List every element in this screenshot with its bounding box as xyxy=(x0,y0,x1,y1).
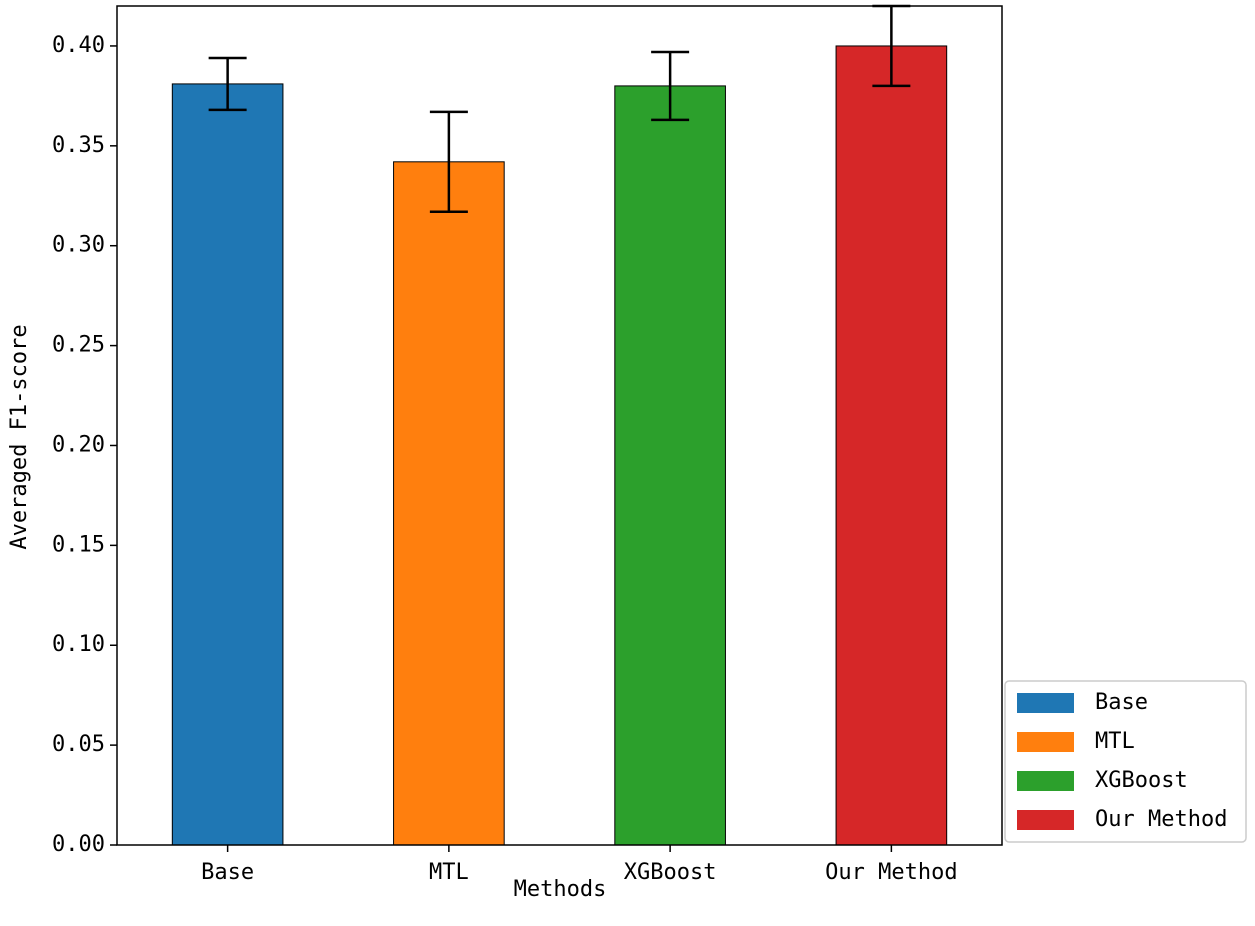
bar-our-method xyxy=(835,45,948,846)
y-tick-label: 0.35 xyxy=(52,133,105,158)
x-tick-label: Base xyxy=(201,860,254,885)
bars-layer xyxy=(171,45,948,846)
legend-label: Our Method xyxy=(1095,807,1227,832)
y-tick-label: 0.00 xyxy=(52,832,105,857)
x-tick-label: MTL xyxy=(429,860,469,885)
legend-label: MTL xyxy=(1095,729,1135,754)
y-axis-label: Averaged F1-score xyxy=(7,324,32,549)
bar-base xyxy=(171,83,284,846)
legend-swatch xyxy=(1017,732,1074,752)
x-axis: Base MTL XGBoost Our Method xyxy=(201,845,958,885)
y-tick-label: 0.20 xyxy=(52,432,105,457)
y-tick-label: 0.40 xyxy=(52,33,105,58)
legend-swatch xyxy=(1017,771,1074,791)
legend: Base MTL XGBoost Our Method xyxy=(1004,680,1247,843)
x-tick-label: XGBoost xyxy=(624,860,717,885)
y-axis: 0.00 0.05 0.10 0.15 0.20 0.25 0.30 0.35 0.40 xyxy=(52,33,117,857)
bar-xgboost xyxy=(614,85,726,846)
x-axis-label: Methods xyxy=(514,877,607,902)
legend-label: Base xyxy=(1095,690,1148,715)
bar-mtl xyxy=(393,161,505,846)
error-bars-layer xyxy=(208,4,911,214)
y-tick-label: 0.25 xyxy=(52,333,105,358)
plot-frame xyxy=(116,5,1003,846)
legend-swatch xyxy=(1017,810,1074,830)
legend-swatch xyxy=(1017,693,1074,713)
legend-frame xyxy=(1004,680,1247,843)
y-tick-label: 0.30 xyxy=(52,233,105,258)
y-tick-label: 0.15 xyxy=(52,532,105,557)
y-tick-label: 0.05 xyxy=(52,732,105,757)
legend-label: XGBoost xyxy=(1095,768,1188,793)
y-tick-label: 0.10 xyxy=(52,632,105,657)
x-tick-label: Our Method xyxy=(825,860,957,885)
